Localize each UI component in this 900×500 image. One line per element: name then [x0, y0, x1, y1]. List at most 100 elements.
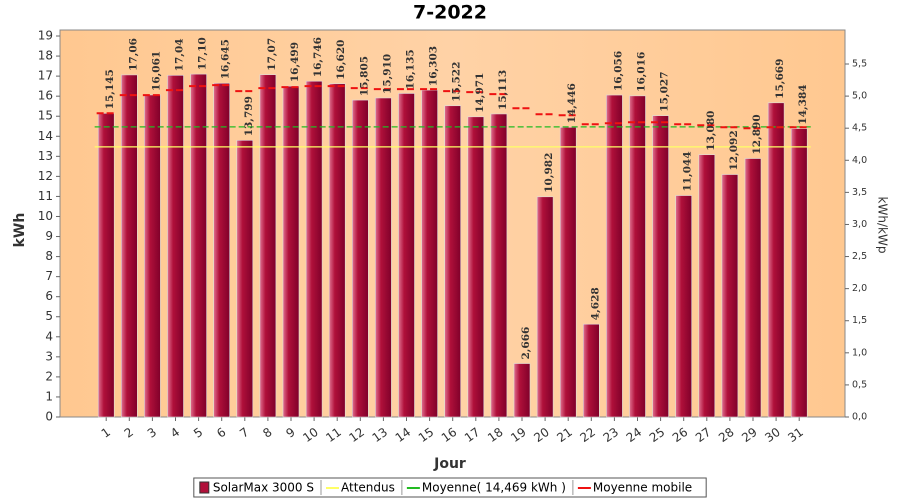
y-tick-label: 8 — [45, 249, 53, 263]
bar — [629, 95, 646, 418]
x-tick-label: 5 — [191, 425, 205, 441]
bar — [675, 195, 693, 418]
bar — [513, 363, 531, 418]
bar — [328, 83, 346, 418]
bar — [582, 323, 600, 418]
y2-tick-label: 1,0 — [852, 347, 867, 358]
value-label: 16,303 — [428, 46, 440, 86]
y2-tick-label: 5,0 — [852, 91, 867, 102]
x-tick-label: 7 — [237, 425, 251, 441]
value-label: 14,384 — [797, 84, 809, 124]
x-axis-label: Jour — [433, 456, 466, 472]
x-tick-label: 20 — [531, 425, 552, 445]
bar — [351, 99, 369, 418]
x-tick-label: 25 — [647, 425, 668, 445]
y2-tick-label: 0,0 — [852, 412, 867, 423]
x-tick-label: 30 — [762, 425, 783, 445]
value-label: 17,07 — [266, 38, 278, 71]
y-tick-label: 14 — [38, 129, 53, 143]
y2-tick-label: 4,0 — [852, 155, 867, 166]
x-tick-label: 28 — [716, 425, 737, 445]
x-tick-label: 31 — [785, 425, 806, 445]
x-tick-label: 2 — [122, 425, 136, 441]
value-label: 16,620 — [335, 40, 347, 80]
bar — [467, 116, 485, 418]
y2-tick-label: 0,5 — [852, 379, 867, 390]
bar — [536, 196, 554, 418]
value-label: 10,982 — [543, 153, 555, 193]
bar — [305, 80, 323, 418]
bar — [421, 89, 438, 418]
x-tick-label: 4 — [168, 425, 182, 441]
value-label: 17,10 — [197, 37, 209, 70]
y2-tick-label: 3,0 — [852, 219, 867, 230]
value-label: 4,628 — [589, 287, 601, 320]
bar — [282, 85, 300, 418]
y2-tick-label: 5,5 — [852, 59, 867, 70]
bar — [744, 158, 762, 418]
value-label: 13,799 — [243, 96, 255, 136]
value-label: 14,971 — [474, 73, 486, 113]
y-tick-label: 12 — [38, 169, 53, 183]
value-label: 16,746 — [312, 37, 324, 77]
legend-swatch — [199, 481, 210, 494]
y-tick-label: 18 — [38, 49, 53, 63]
bar — [167, 75, 184, 418]
legend-label: Moyenne( 14,469 kWh ) — [422, 481, 566, 495]
value-label: 15,027 — [659, 71, 671, 111]
y-tick-label: 9 — [45, 229, 53, 243]
value-label: 15,145 — [104, 69, 116, 109]
x-tick-label: 27 — [693, 425, 714, 445]
bar — [721, 174, 739, 418]
bar — [698, 154, 716, 418]
value-label: 12,092 — [728, 130, 740, 170]
value-label: 15,522 — [451, 62, 463, 102]
x-tick-label: 21 — [554, 425, 575, 445]
bar — [767, 102, 785, 418]
bar — [236, 140, 254, 418]
y2-tick-label: 2,0 — [852, 283, 867, 294]
x-tick-label: 19 — [508, 425, 529, 445]
y-tick-label: 10 — [38, 209, 53, 223]
x-tick-label: 11 — [323, 425, 344, 445]
chart-title: 7-2022 — [413, 2, 487, 24]
y-tick-label: 4 — [45, 329, 53, 343]
y-axis-label: kWh — [12, 213, 28, 248]
value-label: 14,446 — [566, 83, 578, 123]
y-tick-label: 7 — [45, 269, 53, 283]
y-tick-label: 2 — [45, 369, 53, 383]
x-tick-label: 6 — [214, 425, 228, 441]
legend-label: Moyenne mobile — [593, 481, 692, 495]
legend-box — [193, 477, 707, 498]
x-tick-label: 15 — [416, 425, 437, 445]
x-tick-label: 18 — [485, 425, 506, 445]
value-label: 17,06 — [127, 38, 139, 71]
bar — [259, 74, 277, 418]
y2-tick-label: 2,5 — [852, 251, 867, 262]
value-label: 15,113 — [497, 70, 509, 110]
x-tick-label: 26 — [670, 425, 691, 445]
value-label: 2,666 — [520, 327, 532, 360]
value-label: 16,016 — [636, 52, 648, 92]
value-label: 16,499 — [289, 42, 301, 82]
y-tick-label: 0 — [45, 410, 53, 424]
value-label: 12,890 — [751, 114, 763, 154]
bar — [213, 82, 230, 418]
bar — [790, 128, 808, 418]
bar — [606, 94, 623, 418]
bar — [490, 113, 508, 418]
bar — [398, 93, 415, 418]
value-label: 15,669 — [774, 59, 786, 99]
x-tick-label: 8 — [260, 425, 274, 441]
y-tick-label: 13 — [38, 149, 53, 163]
y-tick-label: 6 — [45, 289, 53, 303]
y-tick-label: 15 — [38, 109, 53, 123]
bar — [444, 105, 462, 418]
x-tick-label: 10 — [300, 425, 321, 445]
bar — [190, 73, 207, 418]
x-tick-label: 1 — [99, 425, 113, 441]
y-tick-label: 17 — [38, 69, 53, 83]
bar — [97, 113, 115, 418]
bar — [652, 115, 669, 418]
